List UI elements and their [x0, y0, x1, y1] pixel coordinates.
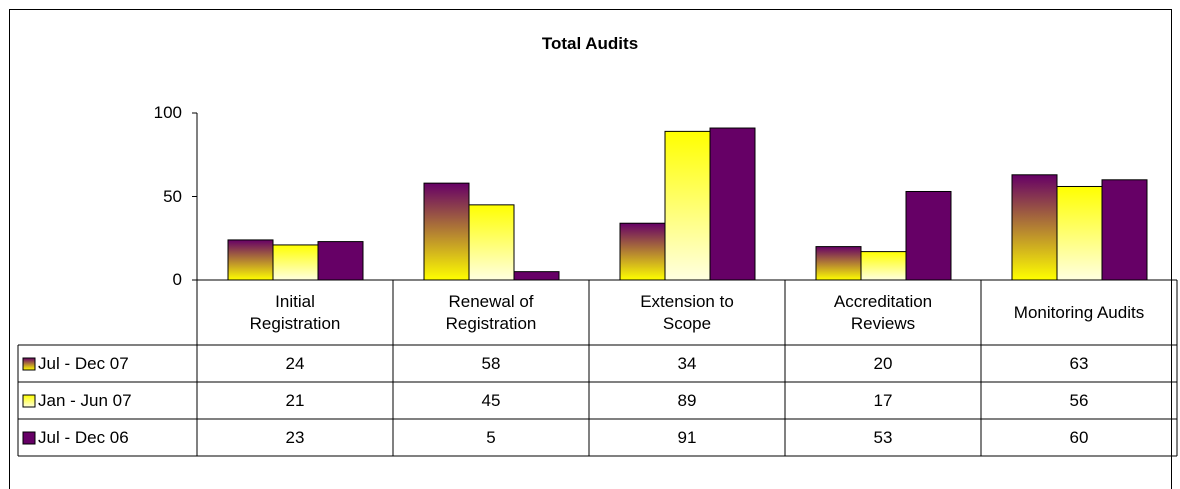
- bar: [272, 244, 319, 281]
- chart-title: Total Audits: [541, 34, 639, 53]
- x-tick-label: Accreditation Reviews: [833, 291, 933, 333]
- table-value: 56: [1069, 391, 1089, 410]
- x-tick-label: Monitoring Audits: [1013, 302, 1145, 322]
- bar: [905, 190, 952, 281]
- table-value: 34: [677, 354, 697, 373]
- bar: [317, 241, 364, 281]
- legend-label: Jul - Dec 06: [38, 428, 129, 447]
- x-tick-label: Initial Registration: [249, 291, 341, 333]
- legend-swatch: [22, 431, 36, 445]
- bar: [619, 222, 666, 281]
- table-value: 53: [873, 428, 893, 447]
- bar: [709, 127, 756, 281]
- table-value: 91: [677, 428, 697, 447]
- legend-label: Jan - Jun 07: [38, 391, 132, 410]
- table-value: 89: [677, 391, 697, 410]
- bar: [1056, 185, 1103, 281]
- table-value: 58: [481, 354, 501, 373]
- y-tick-label: 50: [163, 186, 182, 206]
- bar: [1011, 174, 1058, 281]
- bar: [664, 130, 711, 281]
- chart-border: [9, 9, 1172, 489]
- bar: [468, 204, 515, 281]
- table-value: 24: [285, 354, 305, 373]
- x-tick-label: Extension to Scope: [640, 291, 734, 333]
- table-value: 23: [285, 428, 305, 447]
- bar: [513, 271, 560, 281]
- table-value: 20: [873, 354, 893, 373]
- table-value: 5: [486, 428, 496, 447]
- legend-swatch: [22, 394, 36, 408]
- bar: [227, 239, 274, 281]
- table-value: 17: [873, 391, 893, 410]
- y-tick-label: 100: [153, 103, 182, 122]
- table-value: 60: [1069, 428, 1089, 447]
- table-value: 21: [285, 391, 305, 410]
- bar: [815, 246, 862, 281]
- table-value: 63: [1069, 354, 1089, 373]
- bar: [423, 182, 470, 281]
- bar: [1101, 179, 1148, 281]
- y-tick-label: 0: [172, 270, 182, 289]
- legend-swatch: [22, 357, 36, 371]
- bar: [860, 251, 907, 281]
- x-tick-label: Renewal of Registration: [445, 291, 537, 333]
- legend-label: Jul - Dec 07: [38, 354, 129, 373]
- table-value: 45: [481, 391, 501, 410]
